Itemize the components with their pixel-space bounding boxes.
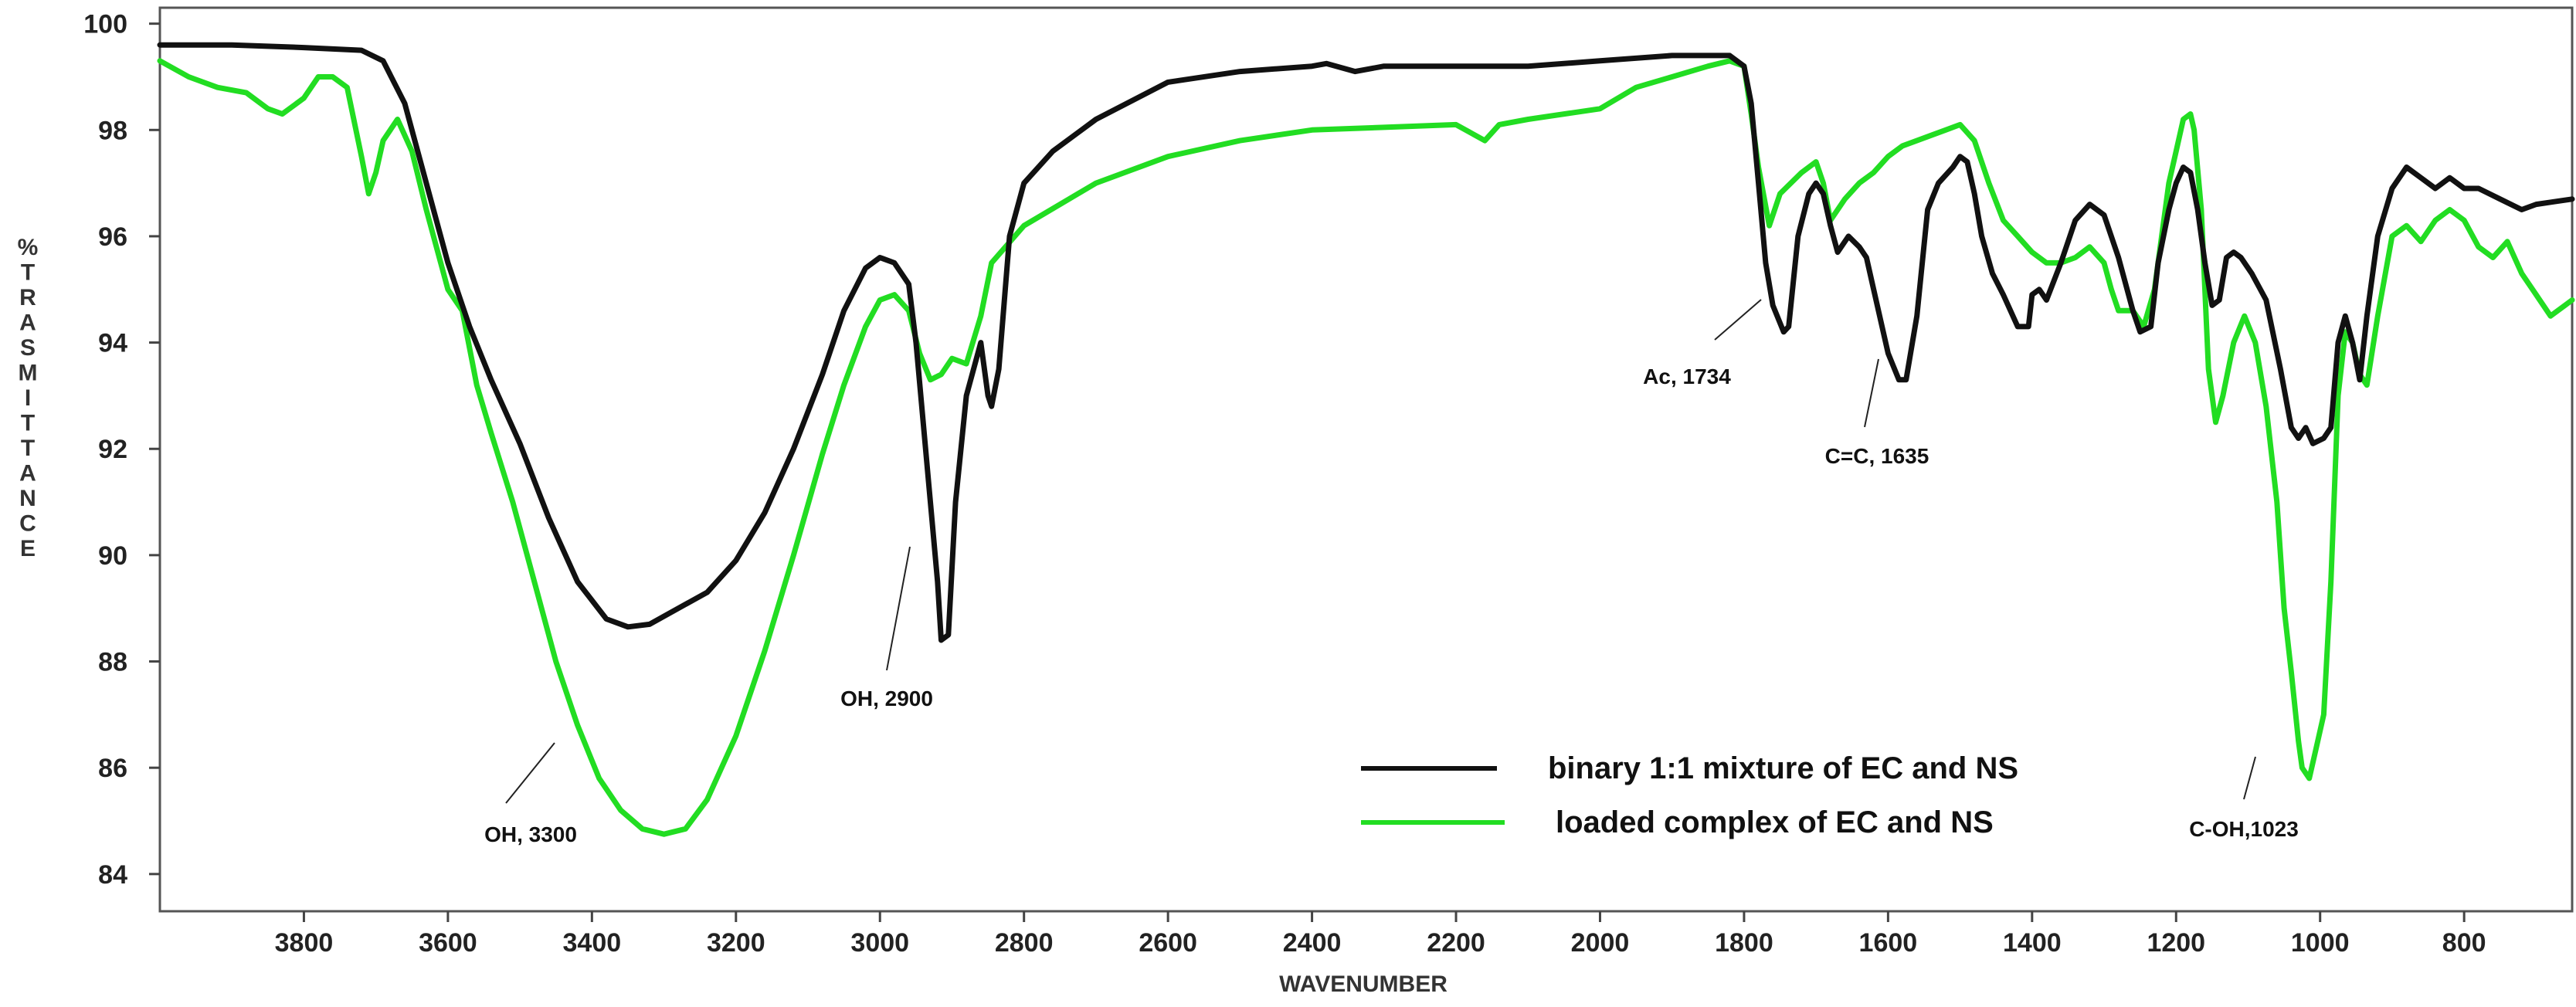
x-tick-label: 1400 (2003, 928, 2062, 958)
annotation-label: OH, 2900 (840, 687, 933, 710)
series-line-binary-mixture (157, 42, 2575, 643)
x-axis-ticks: 3800 3600 3400 3200 3000 2800 2600 2400 2200 2000… (275, 911, 2486, 958)
annotation-label: Ac, 1734 (1643, 364, 1731, 388)
y-tick-label: 98 (98, 116, 127, 145)
x-tick-label: 2600 (1139, 928, 1197, 958)
legend: binary 1:1 mixture of EC and NS loaded c… (1361, 751, 2018, 839)
x-tick-label: 3600 (419, 928, 477, 958)
annotation-leader (1864, 358, 1879, 428)
x-tick-label: 1000 (2291, 928, 2350, 958)
annotation-leader (2243, 756, 2256, 800)
x-tick-label: 1800 (1715, 928, 1773, 958)
annotation-leader (1714, 299, 1762, 341)
plot-frame (158, 6, 2574, 913)
x-tick-label: 3200 (707, 928, 765, 958)
y-tick-label: 94 (98, 329, 127, 358)
x-tick-label: 1600 (1859, 928, 1918, 958)
annotation-label: C=C, 1635 (1825, 444, 1929, 468)
annotation-label: OH, 3300 (484, 822, 577, 846)
annotation-label: C-OH,1023 (2189, 817, 2299, 841)
x-tick-label: 3800 (275, 928, 334, 958)
y-tick-label: 86 (98, 754, 127, 783)
peak-annotations: OH, 3300 OH, 2900 Ac, 1734 C=C, 1635 C-OH,10… (484, 299, 2299, 846)
x-tick-label: 3000 (850, 928, 909, 958)
x-tick-label: 1200 (2147, 928, 2205, 958)
x-tick-label: 3400 (563, 928, 622, 958)
x-tick-label: 2200 (1427, 928, 1485, 958)
y-tick-label: 92 (98, 435, 127, 464)
x-axis-title: WAVENUMBER (1279, 971, 1448, 997)
y-tick-label: 84 (98, 860, 127, 890)
x-tick-label: 2000 (1571, 928, 1630, 958)
y-axis-title: % T R A S M I T T A N C E (18, 235, 39, 561)
series-layer (157, 42, 2575, 837)
x-tick-label: 2400 (1283, 928, 1342, 958)
x-tick-label: 800 (2442, 928, 2486, 958)
legend-label-binary: binary 1:1 mixture of EC and NS (1548, 751, 2018, 785)
annotation-leader (505, 742, 555, 804)
y-tick-label: 90 (98, 541, 127, 571)
y-axis-ticks: 100 98 96 94 92 90 88 86 84 (83, 10, 160, 890)
series-line-loaded-complex (157, 58, 2575, 837)
y-tick-label: 88 (98, 648, 127, 677)
legend-label-loaded: loaded complex of EC and NS (1556, 805, 1994, 839)
annotation-leader (886, 546, 911, 671)
y-tick-label: 100 (83, 10, 127, 39)
y-tick-label: 96 (98, 222, 127, 252)
x-tick-label: 2800 (995, 928, 1054, 958)
